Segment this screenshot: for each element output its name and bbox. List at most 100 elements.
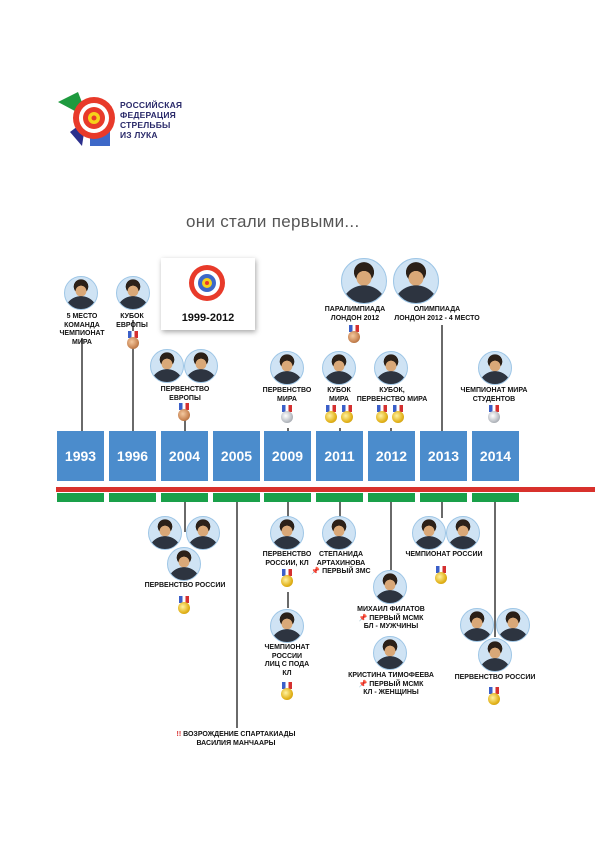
athlete-photo [270, 609, 304, 643]
event-label-2014-top: ЧЕМПИОНАТ МИРА СТУДЕНТОВ [460, 387, 528, 403]
gold-medal-icon [281, 682, 293, 700]
athlete-photo [322, 516, 356, 550]
gold-medal-icon [341, 405, 353, 423]
green-bar [420, 493, 467, 502]
gold-medal-icon [178, 596, 190, 614]
event-label-paralympics: ПАРАЛИМПИАДА ЛОНДОН 2012 [324, 306, 386, 322]
connector-line [132, 320, 134, 431]
year-box-2014: 2014 [472, 431, 519, 481]
athlete-photo [184, 349, 218, 383]
year-box-1996: 1996 [109, 431, 156, 481]
connector-line [81, 338, 83, 431]
gold-medal-icon [392, 405, 404, 423]
event-label-2012-top: КУБОК, ПЕРВЕНСТВО МИРА [356, 387, 428, 403]
gold-medal-icon [435, 566, 447, 584]
athlete-photo [322, 351, 356, 385]
athlete-photo [446, 516, 480, 550]
gold-medal-icon [376, 405, 388, 423]
green-bar [368, 493, 415, 502]
connector-line [494, 502, 496, 637]
bronze-medal-icon [178, 403, 190, 421]
silver-medal-icon [281, 405, 293, 423]
logo-text: РОССИЙСКАЯ ФЕДЕРАЦИЯ СТРЕЛЬБЫ ИЗ ЛУКА [120, 100, 182, 140]
logo-line: ИЗ ЛУКА [120, 130, 158, 140]
connector-line [441, 325, 443, 431]
event-label-1996: КУБОК ЕВРОПЫ [116, 313, 148, 329]
connector-line [441, 502, 443, 518]
connector-line [390, 502, 392, 570]
event-label-2013-bottom: ЧЕМПИОНАТ РОССИИ [405, 551, 483, 558]
athlete-photo [186, 516, 220, 550]
gold-medal-icon [325, 405, 337, 423]
green-bar [316, 493, 363, 502]
year-box-1993: 1993 [57, 431, 104, 481]
event-label-2004-bottom: ПЕРВЕНСТВО РОССИИ [144, 582, 226, 589]
gold-medal-icon [281, 569, 293, 587]
target-icon [189, 265, 225, 301]
pin-icon: 📌 [311, 568, 321, 575]
athlete-photo [270, 516, 304, 550]
green-bar [472, 493, 519, 502]
year-box-2005: 2005 [213, 431, 260, 481]
year-box-2013: 2013 [420, 431, 467, 481]
card-title: 1999-2012 [181, 312, 235, 324]
athlete-photo [150, 349, 184, 383]
event-label-2005: !! ВОЗРОЖДЕНИЕ СПАРТАКИАДЫ ВАСИЛИЯ МАНЧА… [176, 731, 296, 747]
athlete-photo [341, 258, 387, 304]
event-label-2004-top: ПЕРВЕНСТВО ЕВРОПЫ [160, 386, 210, 402]
connector-line [339, 502, 341, 518]
event-label-olympics: ОЛИМПИАДА ЛОНДОН 2012 - 4 МЕСТО [394, 306, 480, 322]
connector-line [184, 502, 186, 532]
pin-icon: 📌 [358, 680, 368, 688]
connector-line [236, 502, 238, 728]
event-label-2011-bottom: СТЕПАНИДА АРТАХИНОВА 📌 ПЕРВЫЙ ЗМС [311, 551, 371, 575]
logo-line: ФЕДЕРАЦИЯ [120, 110, 176, 120]
athlete-photo [460, 608, 494, 642]
athlete-photo [167, 547, 201, 581]
bronze-medal-icon [348, 325, 360, 343]
green-bar [161, 493, 208, 502]
logo-line: РОССИЙСКАЯ [120, 100, 183, 110]
event-label-2009-bottom-b: ЧЕМПИОНАТ РОССИИ ЛИЦ С ПОДА КЛ [264, 644, 310, 677]
athlete-photo [496, 608, 530, 642]
athlete-photo [412, 516, 446, 550]
bronze-medal-icon [127, 331, 139, 349]
page-title: они стали первыми... [186, 212, 360, 231]
green-bar [109, 493, 156, 502]
logo [56, 88, 126, 150]
silver-medal-icon [488, 405, 500, 423]
athlete-photo [374, 351, 408, 385]
timeline-red-line [56, 487, 595, 492]
event-label-2012-bottom-b: КРИСТИНА ТИМОФЕЕВА 📌 ПЕРВЫЙ МСМК КЛ - ЖЕ… [348, 672, 434, 696]
event-label-1993: 5 МЕСТО КОМАНДА ЧЕМПИОНАТ МИРА [59, 313, 105, 346]
athlete-photo [270, 351, 304, 385]
connector-line [287, 592, 289, 608]
green-bar [57, 493, 104, 502]
green-bar [264, 493, 311, 502]
alert-icon: !! [176, 731, 182, 738]
athlete-photo [478, 351, 512, 385]
archery-target-logo-icon [58, 92, 115, 146]
connector-line [287, 502, 289, 524]
green-bar [213, 493, 260, 502]
event-label-2014-bottom: ПЕРВЕНСТВО РОССИИ [454, 674, 536, 681]
year-box-2011: 2011 [316, 431, 363, 481]
event-label-2009-bottom-a: ПЕРВЕНСТВО РОССИИ, КЛ [262, 551, 312, 567]
gold-medal-icon [488, 687, 500, 705]
athlete-photo [373, 636, 407, 670]
athlete-photo [64, 276, 98, 310]
period-card: 1999-2012 [161, 258, 255, 330]
year-box-2012: 2012 [368, 431, 415, 481]
year-box-2009: 2009 [264, 431, 311, 481]
athlete-photo [393, 258, 439, 304]
connector-line [287, 428, 289, 431]
athlete-photo [373, 570, 407, 604]
connector-line [390, 428, 392, 431]
logo-line: СТРЕЛЬБЫ [120, 120, 171, 130]
athlete-photo [116, 276, 150, 310]
event-label-2009-top: ПЕРВЕНСТВО МИРА [262, 387, 312, 403]
event-label-2012-bottom-a: МИХАИЛ ФИЛАТОВ 📌 ПЕРВЫЙ МСМК БЛ - МУЖЧИН… [357, 606, 425, 630]
athlete-photo [478, 638, 512, 672]
event-label-2011-top: КУБОК МИРА [327, 387, 351, 403]
connector-line [339, 428, 341, 431]
